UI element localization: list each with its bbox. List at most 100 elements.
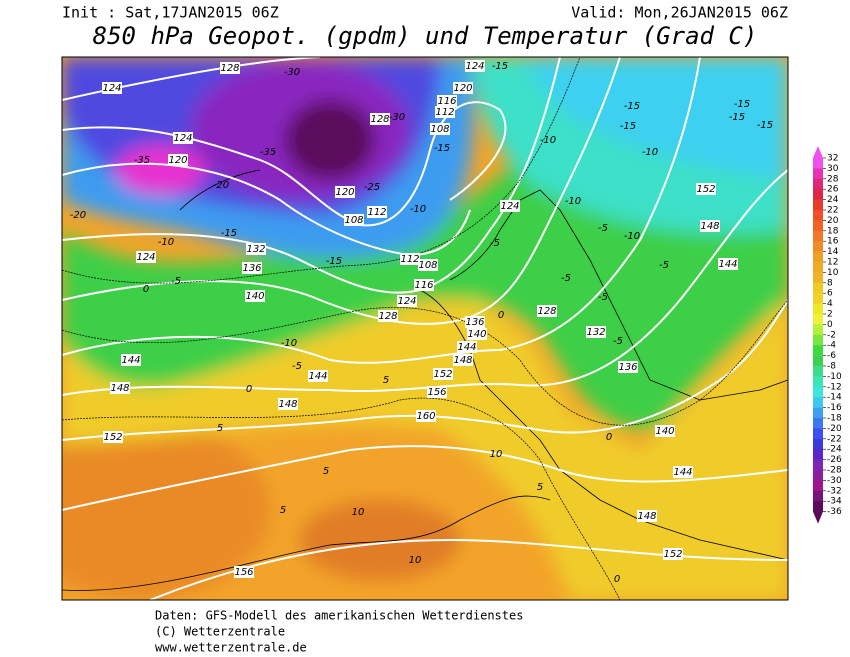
color-band [813, 293, 823, 304]
contour-label: -5 [171, 276, 181, 287]
contour-label: 112 [400, 254, 419, 265]
contour-label: 108 [344, 215, 363, 226]
contour-label: 5 [537, 482, 543, 493]
shade-cool [62, 160, 788, 429]
contour-label: 148 [453, 355, 472, 366]
label-box [103, 431, 123, 443]
footer-line: (C) Wetterzentrale [155, 625, 285, 639]
contour-label: 144 [718, 259, 737, 270]
color-band [813, 168, 823, 180]
contour-label: 5 [383, 375, 389, 386]
contour-label: 140 [467, 329, 486, 340]
label-box [586, 326, 606, 338]
contour-label: -5 [598, 223, 608, 234]
contour-label: 136 [465, 317, 484, 328]
contour-label: -15 [624, 101, 640, 112]
contour-label: 132 [586, 327, 605, 338]
color-band [813, 210, 823, 221]
contour-label: -15 [326, 256, 342, 267]
color-band [813, 303, 823, 315]
contour-label: 140 [655, 426, 674, 437]
color-band [813, 262, 823, 273]
color-band [813, 178, 823, 190]
legend-tick-label: 30 [827, 164, 839, 174]
color-band [813, 449, 823, 460]
contour-label: -20 [213, 180, 229, 191]
label-box [465, 316, 485, 328]
legend-tick-label: 2 [827, 310, 833, 320]
contour-label: 112 [367, 207, 386, 218]
label-box [416, 410, 436, 422]
shade-arctic [115, 145, 205, 195]
contour-label: 124 [136, 252, 155, 263]
contour-label: -5 [598, 292, 608, 303]
label-box [453, 354, 473, 366]
contour-label: 128 [378, 311, 397, 322]
label-box [344, 214, 364, 226]
legend-tick-label: 20 [827, 216, 839, 226]
legend-arrow-bottom [813, 511, 823, 524]
label-box [110, 382, 130, 394]
legend-tick-label: 28 [827, 174, 839, 184]
label-box [397, 295, 417, 307]
label-box [500, 200, 520, 212]
contour-label: 112 [435, 107, 454, 118]
contour-label: -35 [134, 155, 150, 166]
shade-arctic [285, 100, 375, 180]
color-band [813, 158, 823, 169]
contour-label: 144 [121, 355, 140, 366]
color-band [813, 251, 823, 263]
map-frame [61, 56, 789, 601]
contour-label: 140 [245, 291, 264, 302]
legend-tick-label: 16 [827, 237, 839, 247]
contour-label: 144 [673, 467, 692, 478]
color-band [813, 490, 823, 502]
contour-label: 124 [102, 83, 121, 94]
legend-tick-label: 22 [827, 206, 838, 216]
color-band [813, 470, 823, 481]
label-box [378, 310, 398, 322]
contour-label: 0 [614, 574, 620, 585]
color-band [813, 386, 823, 398]
contour-label: 128 [370, 114, 389, 125]
contour-label: -10 [410, 204, 426, 215]
label-box [465, 60, 485, 72]
contour-label: -15 [757, 120, 773, 131]
map-title: 850 hPa Geopot. (gpdm) und Temperatur (G… [93, 22, 758, 50]
legend-tick-label: -10 [827, 372, 842, 382]
label-box [453, 82, 473, 94]
contour-label: -5 [613, 336, 623, 347]
contour-label: 148 [110, 383, 129, 394]
legend-tick-label: -4 [827, 341, 836, 351]
color-band [813, 376, 823, 388]
contour-label: -15 [729, 112, 745, 123]
contour-label: 120 [453, 83, 472, 94]
label-box [136, 251, 156, 263]
contour-label: -15 [734, 99, 750, 110]
label-box [718, 258, 738, 270]
contour-label: 144 [457, 342, 476, 353]
legend-tick-label: 8 [827, 278, 833, 288]
contour-label: 120 [168, 155, 187, 166]
contour-label: -20 [70, 210, 86, 221]
legend-tick-label: -2 [827, 330, 836, 340]
contour-label: 10 [352, 507, 365, 518]
legend-arrow-top [813, 146, 823, 158]
legend-tick-label: 26 [827, 185, 839, 195]
label-box [427, 386, 447, 398]
legend-tick-label: -8 [827, 362, 836, 372]
temperature-shading [62, 57, 788, 600]
label-box [457, 341, 477, 353]
label-box [234, 566, 254, 578]
legend-tick-label: -12 [827, 382, 842, 392]
color-band [813, 282, 823, 294]
color-band [813, 272, 823, 284]
contour-label: -10 [565, 196, 581, 207]
color-band [813, 407, 823, 419]
label-box [102, 82, 122, 94]
contour-label: -15 [620, 121, 636, 132]
legend-tick-label: 10 [827, 268, 839, 278]
legend-tick-label: 12 [827, 258, 838, 268]
